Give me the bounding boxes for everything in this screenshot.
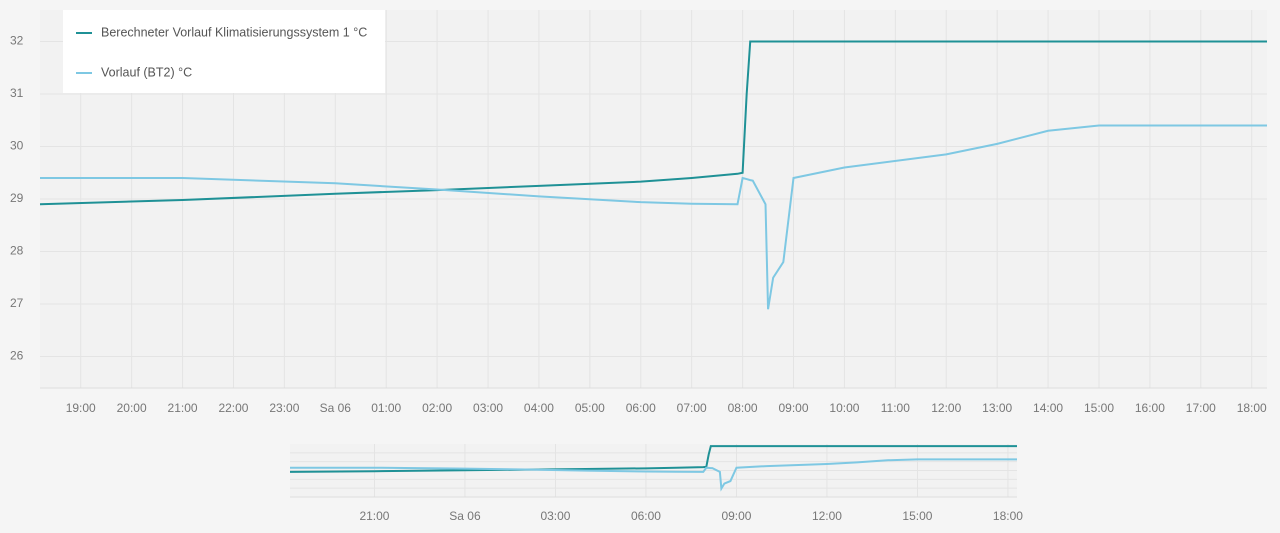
x-tick-label: 09:00 (778, 401, 808, 415)
x-tick-label: 03:00 (473, 401, 503, 415)
x-tick-label: 09:00 (721, 509, 751, 523)
legend-text[interactable]: Vorlauf (BT2) °C (101, 65, 192, 79)
x-tick-label: 14:00 (1033, 401, 1063, 415)
x-tick-label: 03:00 (540, 509, 570, 523)
x-tick-label: 07:00 (677, 401, 707, 415)
x-tick-label: 23:00 (269, 401, 299, 415)
y-tick-label: 31 (10, 86, 24, 100)
x-tick-label: 21:00 (359, 509, 389, 523)
x-tick-label: 11:00 (881, 401, 910, 415)
x-tick-label: 16:00 (1135, 401, 1165, 415)
x-tick-label: 08:00 (728, 401, 758, 415)
x-tick-label: 18:00 (993, 509, 1023, 523)
navigator-line (290, 458, 1017, 492)
navigator-line (289, 445, 1017, 473)
x-tick-label: 22:00 (218, 401, 248, 415)
series-line (39, 40, 1267, 206)
series-line (40, 124, 1267, 310)
x-tick-label: 04:00 (524, 401, 554, 415)
x-tick-label: 12:00 (812, 509, 842, 523)
x-tick-label: 18:00 (1237, 401, 1267, 415)
x-tick-label: 19:00 (66, 401, 96, 415)
legend-box (63, 10, 385, 93)
x-tick-label: 02:00 (422, 401, 452, 415)
x-tick-label: 15:00 (1084, 401, 1114, 415)
y-tick-label: 32 (10, 34, 24, 48)
x-tick-label: 12:00 (931, 401, 961, 415)
x-tick-label: 13:00 (982, 401, 1012, 415)
x-tick-label: 06:00 (626, 401, 656, 415)
x-tick-label: 17:00 (1186, 401, 1216, 415)
y-tick-label: 29 (10, 191, 24, 205)
y-tick-label: 27 (10, 296, 24, 310)
x-tick-label: 20:00 (117, 401, 147, 415)
y-tick-label: 28 (10, 244, 24, 258)
x-tick-label: Sa 06 (320, 401, 352, 415)
x-tick-label: 05:00 (575, 401, 605, 415)
legend-text[interactable]: Berechneter Vorlauf Klimatisierungssyste… (101, 25, 367, 39)
y-tick-label: 30 (10, 139, 24, 153)
x-tick-label: 21:00 (168, 401, 198, 415)
y-tick-label: 26 (10, 349, 24, 363)
x-tick-label: 01:00 (371, 401, 401, 415)
x-tick-label: 10:00 (829, 401, 859, 415)
x-tick-label: 06:00 (631, 509, 661, 523)
x-tick-label: Sa 06 (449, 509, 481, 523)
x-tick-label: 15:00 (902, 509, 932, 523)
